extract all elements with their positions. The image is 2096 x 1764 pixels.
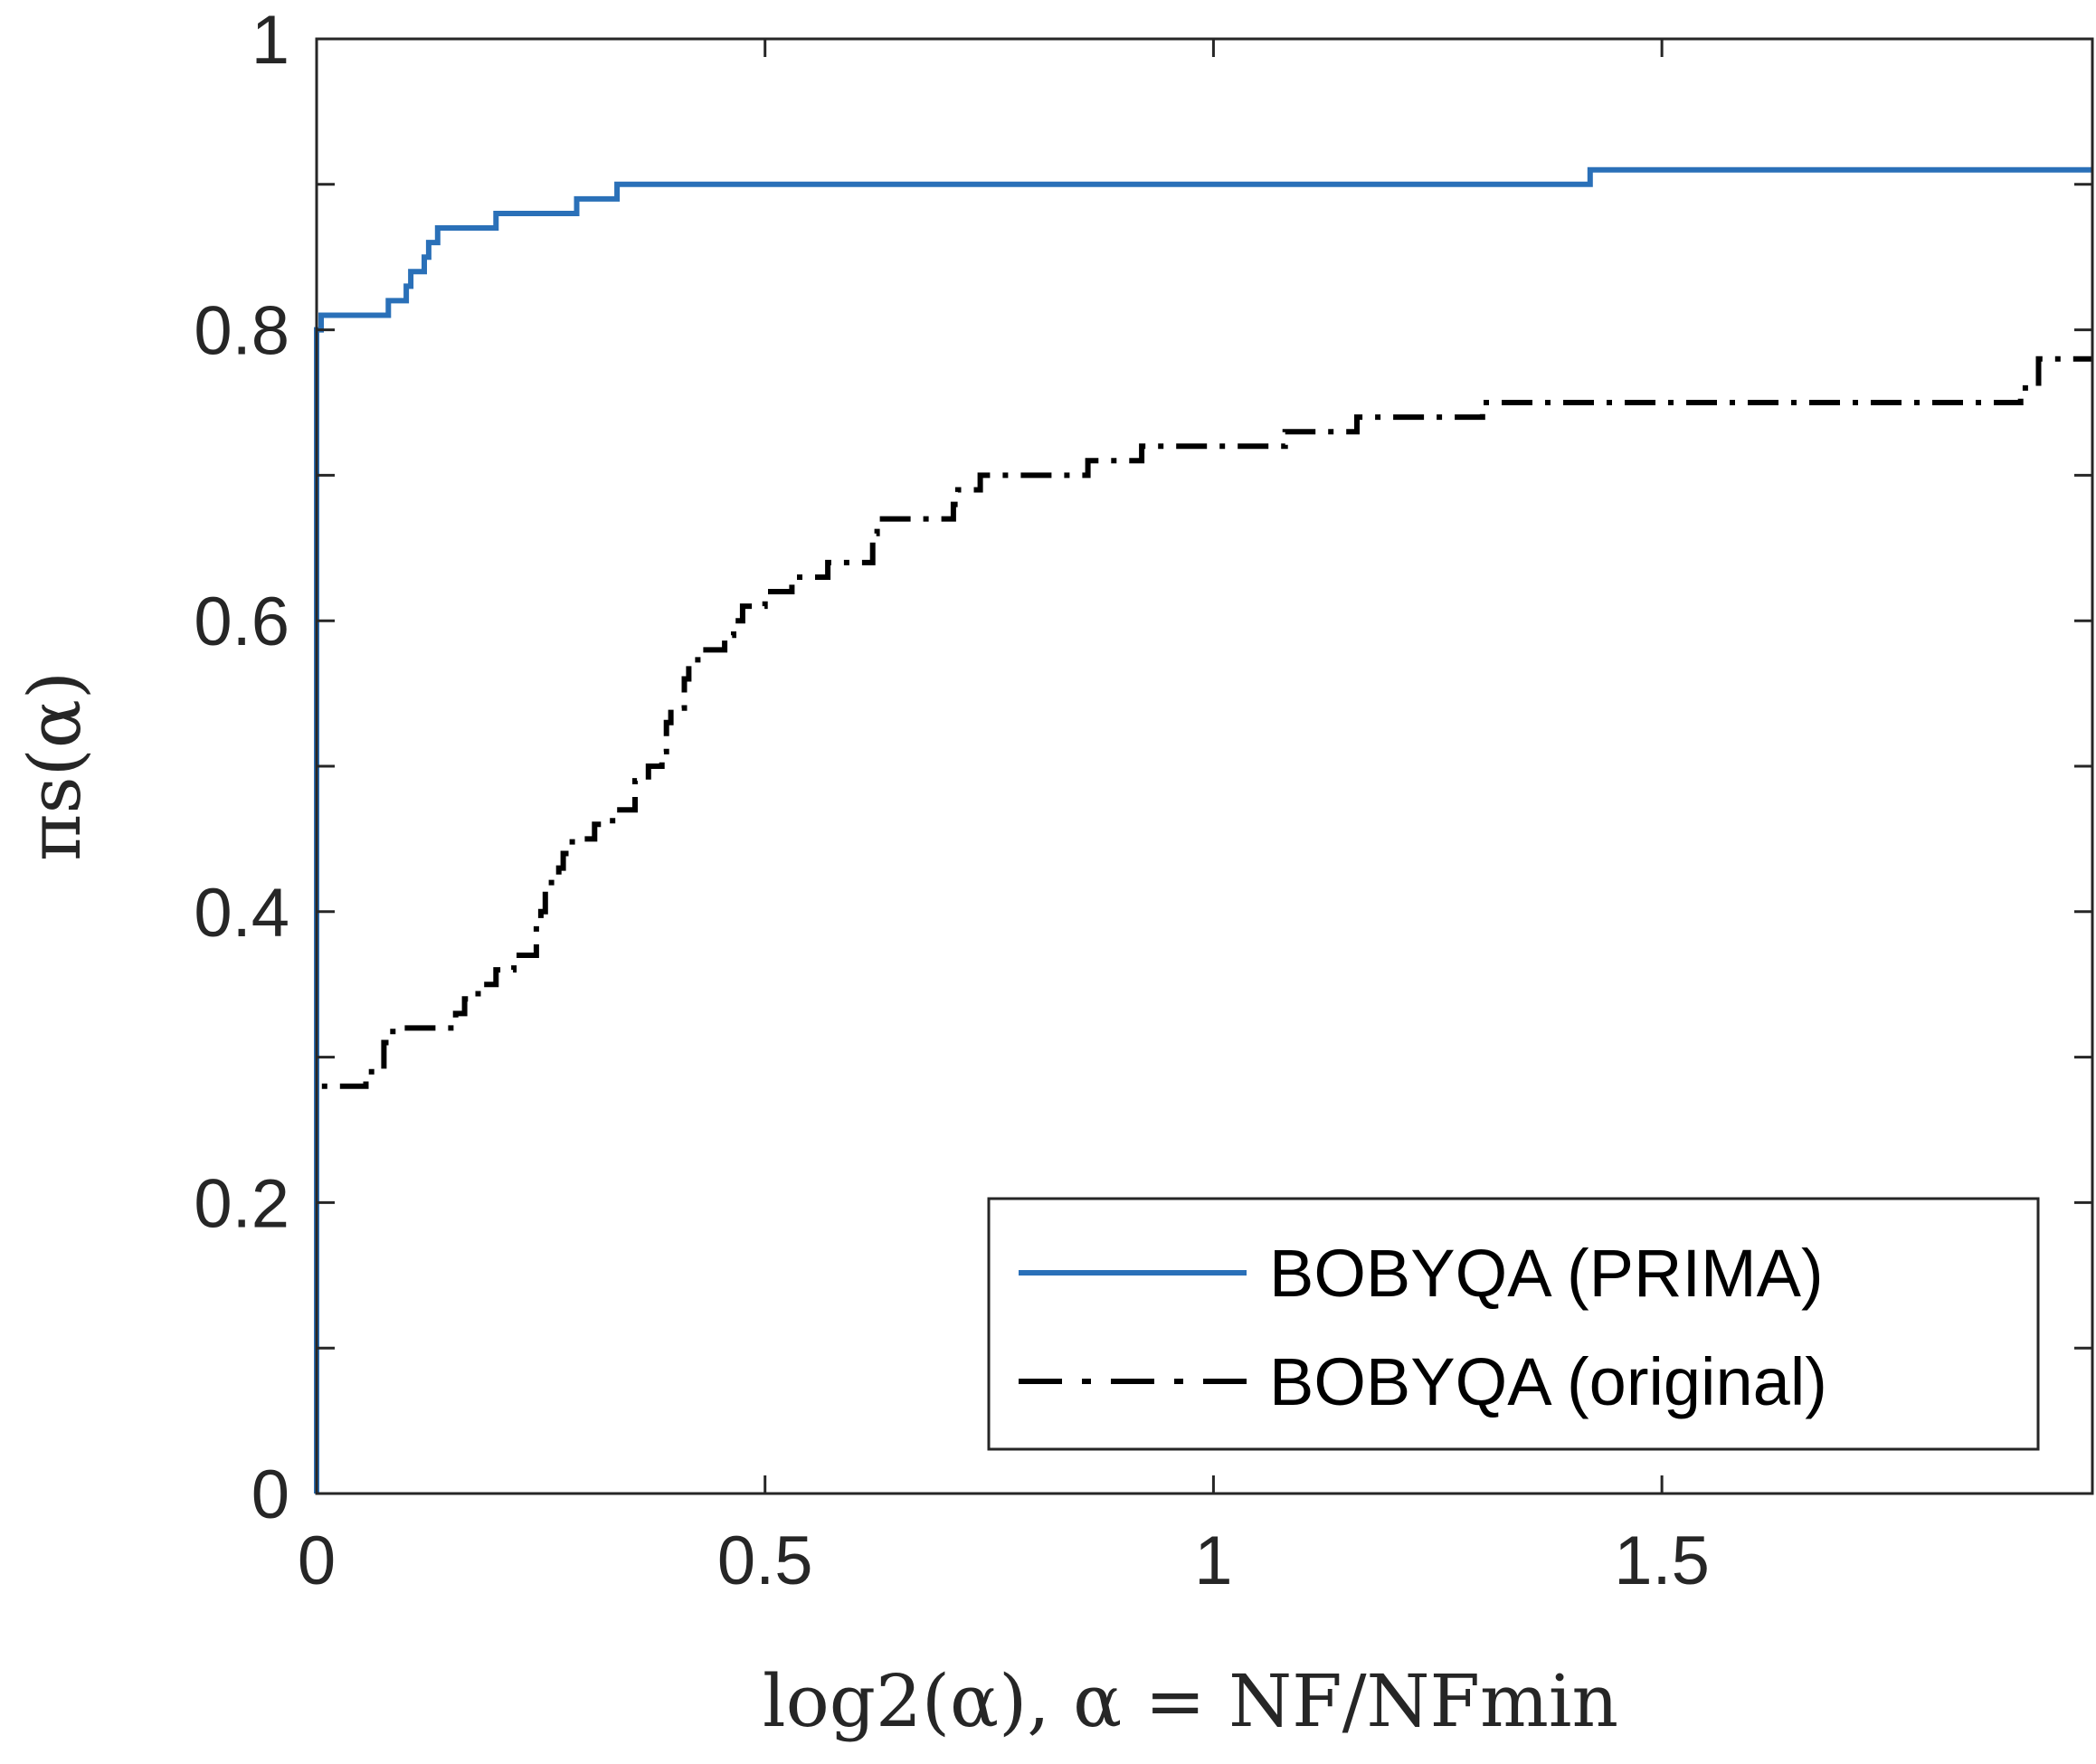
x-tick-label: 0.5 xyxy=(717,1522,813,1599)
y-tick-label: 0.8 xyxy=(194,293,289,370)
y-tick-label: 0.4 xyxy=(194,875,289,952)
plot-area-frame xyxy=(315,37,2094,1495)
x-tick-labels: 0 0.5 1 1.5 xyxy=(298,1522,1710,1599)
y-axis-label: πs(α) xyxy=(13,671,97,861)
legend: BOBYQA (PRIMA) BOBYQA (original) xyxy=(987,1197,2040,1451)
legend-label-original: BOBYQA (original) xyxy=(1269,1344,1827,1419)
series-layer xyxy=(314,166,2092,1494)
y-tick-labels: 0 0.2 0.4 0.6 0.8 1 xyxy=(194,2,289,1533)
x-axis-label: log2(α), α = NF/NFmin xyxy=(763,1659,1618,1743)
legend-box xyxy=(987,1197,2040,1451)
series-line-original xyxy=(314,356,2092,1494)
y-tick-label: 0.6 xyxy=(194,583,289,660)
y-tick-label: 0 xyxy=(251,1456,289,1533)
y-tick-label: 1 xyxy=(251,2,289,79)
y-tick-label: 0.2 xyxy=(194,1165,289,1242)
x-tick-label: 0 xyxy=(298,1522,336,1599)
series-line-prima xyxy=(314,166,2092,1494)
x-tick-label: 1 xyxy=(1194,1522,1232,1599)
legend-label-prima: BOBYQA (PRIMA) xyxy=(1269,1236,1824,1311)
x-tick-label: 1.5 xyxy=(1614,1522,1710,1599)
